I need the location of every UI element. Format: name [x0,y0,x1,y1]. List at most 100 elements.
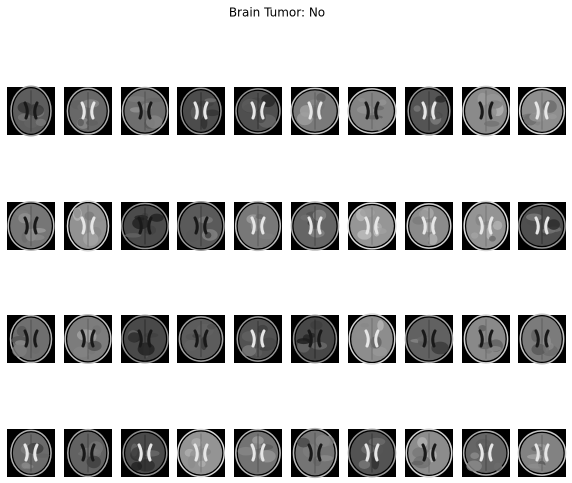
skull [121,314,169,364]
ventricles [307,329,323,348]
mri-image [347,202,397,250]
mri-image [7,429,55,477]
mri-image [290,87,340,135]
skull [10,429,52,477]
ventricles [80,216,96,235]
tissue [375,117,384,131]
image-grid [7,85,567,479]
skull [9,314,53,364]
mri-image [462,85,510,137]
skull [235,428,281,478]
skull [122,429,168,477]
mri-image [405,86,453,136]
tissue [489,235,496,242]
skull [64,313,112,365]
mri-image [234,315,282,363]
skull [66,87,110,135]
tissue [358,459,371,469]
skull [10,85,52,137]
tissue [127,332,141,343]
mri-image [405,428,453,478]
ventricles [137,443,153,462]
ventricles [23,101,39,120]
tissue [35,118,47,127]
ventricles [364,216,380,235]
ventricles [421,101,437,120]
tissue [83,232,99,246]
ventricles [478,101,494,120]
tissue [475,438,492,451]
tissue [205,109,220,117]
tissue [355,330,368,340]
tissue [493,462,503,472]
tissue [527,454,543,460]
tissue [28,234,45,241]
skull [121,202,169,250]
tissue [492,220,503,230]
ventricles [478,443,494,462]
ventricles [307,443,323,462]
tissue [527,463,546,469]
tissue [297,437,310,448]
mri-image [121,429,169,477]
mri-image [7,201,55,251]
tissue [470,452,480,459]
tissue [12,344,27,358]
tissue [241,98,260,113]
skull [406,203,452,249]
skull [177,200,225,252]
tissue [86,455,101,469]
skull [347,428,397,478]
tissue [418,209,430,219]
mri-image [518,202,566,250]
tissue [77,118,84,127]
tissue [357,229,372,240]
skull [235,88,281,134]
tissue [124,233,142,238]
skull [519,313,565,365]
skull [518,203,566,249]
tissue [261,337,277,350]
tissue [372,346,388,357]
tissue [187,455,196,469]
tissue [146,97,162,103]
mri-image [64,87,112,135]
mri-image [64,428,112,478]
tissue [435,95,447,103]
skull [234,200,282,252]
mri-image [405,202,453,250]
tissue [207,323,217,330]
ventricles [421,329,437,348]
ventricles [137,101,153,120]
skull [404,314,454,364]
mri-image [462,200,510,252]
ventricles [23,216,39,235]
skull [462,85,510,137]
tissue [137,459,155,472]
skull [348,313,396,365]
mri-image [347,428,397,478]
tissue [296,112,313,126]
mri-image [290,201,340,251]
ventricles [80,329,96,348]
ventricles [193,216,209,235]
mri-image [177,315,225,363]
mri-image [348,313,396,365]
mri-image [121,86,169,136]
tissue [141,450,160,457]
tissue [411,460,424,466]
skull [407,86,451,136]
skull [347,88,397,134]
ventricles [421,443,437,462]
tissue [258,233,275,240]
tissue [360,323,370,328]
tissue [466,460,482,472]
tissue [356,105,375,114]
mri-image [121,314,169,364]
tissue [131,446,147,460]
tissue [526,213,543,221]
tissue [24,464,34,469]
skull [463,200,509,252]
tissue [30,343,41,354]
tissue [127,96,146,103]
